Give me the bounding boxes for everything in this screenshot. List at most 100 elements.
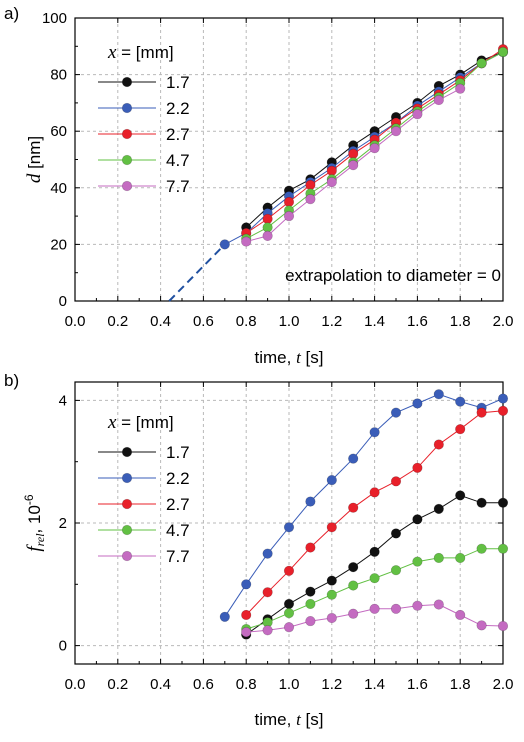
data-point <box>369 546 380 557</box>
data-point <box>497 620 509 632</box>
data-point <box>305 598 316 610</box>
y-tick-label: 0 <box>59 638 67 655</box>
data-point <box>497 497 509 508</box>
legend-entry-label: 2.7 <box>166 125 190 144</box>
x-tick-label: 1.8 <box>450 313 471 330</box>
data-point <box>283 565 295 576</box>
legend-swatch-marker <box>121 76 133 88</box>
data-point <box>348 608 359 619</box>
legend-swatch-marker <box>121 446 133 458</box>
data-point <box>476 407 487 418</box>
data-point <box>455 609 466 621</box>
x-tick-label: 0.8 <box>236 313 257 330</box>
data-point <box>412 514 423 525</box>
data-point <box>326 575 337 586</box>
x-tick-label: 1.4 <box>364 313 385 330</box>
data-point <box>283 598 295 610</box>
data-point <box>412 398 423 409</box>
y-tick-label: 80 <box>50 67 67 84</box>
data-point <box>369 487 380 498</box>
data-point <box>412 462 423 473</box>
data-point <box>262 548 273 559</box>
x-tick-label: 1.0 <box>279 676 300 693</box>
data-point <box>369 573 380 584</box>
data-point <box>433 503 444 515</box>
x-tick-label: 2.0 <box>493 676 514 693</box>
y-axis-title-mid: , 10 <box>25 505 44 533</box>
data-point <box>390 565 402 576</box>
data-point <box>497 393 509 404</box>
data-point <box>241 609 252 621</box>
legend-entry-label: 1.7 <box>166 443 190 462</box>
x-tick-label: 0.2 <box>107 313 128 330</box>
series-7.7 <box>241 83 466 247</box>
data-point <box>348 160 359 171</box>
legend-entry-label: 4.7 <box>166 151 190 170</box>
series-2.2 <box>219 389 509 622</box>
y-tick-label: 4 <box>59 392 67 409</box>
legend-title-var: x <box>107 412 117 433</box>
data-point <box>412 109 423 120</box>
data-point <box>241 236 252 247</box>
data-point <box>305 586 316 597</box>
legend-swatch-marker <box>121 498 133 510</box>
legend-title: x = [mm] <box>107 412 174 433</box>
data-point <box>262 587 273 598</box>
y-axis-title-var: f <box>24 544 45 552</box>
data-point <box>455 552 466 564</box>
data-point <box>326 165 337 176</box>
y-tick-label: 20 <box>50 236 67 253</box>
data-point <box>305 179 316 191</box>
data-point <box>348 580 359 591</box>
legend-entry-label: 2.2 <box>166 469 190 488</box>
x-tick-label: 1.0 <box>279 313 300 330</box>
data-point <box>433 552 444 564</box>
data-point <box>369 427 380 438</box>
data-point <box>262 222 273 233</box>
x-axis-title-prefix: time, <box>255 348 297 367</box>
data-point <box>219 239 230 250</box>
data-point <box>348 502 359 513</box>
x-axis-title-suffix: [s] <box>301 348 324 367</box>
data-point <box>455 83 466 94</box>
x-axis-title-var: t <box>296 348 302 367</box>
data-point <box>369 603 380 614</box>
data-point <box>390 407 402 418</box>
data-point <box>455 490 466 501</box>
data-point <box>390 126 402 137</box>
data-point <box>305 496 316 507</box>
legend-swatch-marker <box>121 128 133 140</box>
legend-entry-label: 7.7 <box>166 547 190 566</box>
series-7.7 <box>241 599 509 638</box>
data-point <box>326 589 337 600</box>
data-point <box>390 528 402 539</box>
legend-entry-label: 2.7 <box>166 495 190 514</box>
x-axis-title-prefix: time, <box>255 710 297 729</box>
chart-panel-1: 0.0 0.2 0.4 0.6 0.8 1.0 1.2 1.4 1.6 1.8 2.0 0 2 4 b) ti… <box>4 371 513 729</box>
data-point <box>219 611 230 622</box>
data-point <box>326 522 337 533</box>
legend-entry-label: 2.2 <box>166 99 190 118</box>
data-point <box>476 497 487 508</box>
data-point <box>433 439 444 450</box>
y-tick-label: 100 <box>42 10 67 27</box>
data-point <box>369 143 380 154</box>
legend: x = [mm] 1.7 2.2 2.7 4.7 7.7 <box>98 412 190 566</box>
data-point <box>262 625 273 636</box>
data-point <box>390 476 402 487</box>
data-point <box>241 627 252 638</box>
legend-title-var: x <box>107 42 117 63</box>
data-point <box>433 94 444 106</box>
x-tick-label: 1.6 <box>407 313 428 330</box>
x-tick-label: 0.6 <box>193 676 214 693</box>
panel-label: a) <box>4 4 19 23</box>
data-point <box>283 522 295 533</box>
x-tick-label: 0.0 <box>65 676 86 693</box>
data-point <box>283 211 295 222</box>
y-axis-title: frel, 10-6 <box>22 494 47 552</box>
x-tick-label: 0.0 <box>65 313 86 330</box>
y-tick-label: 60 <box>50 123 67 140</box>
legend: x = [mm] 1.7 2.2 2.7 4.7 7.7 <box>98 42 190 196</box>
data-point <box>497 543 509 554</box>
